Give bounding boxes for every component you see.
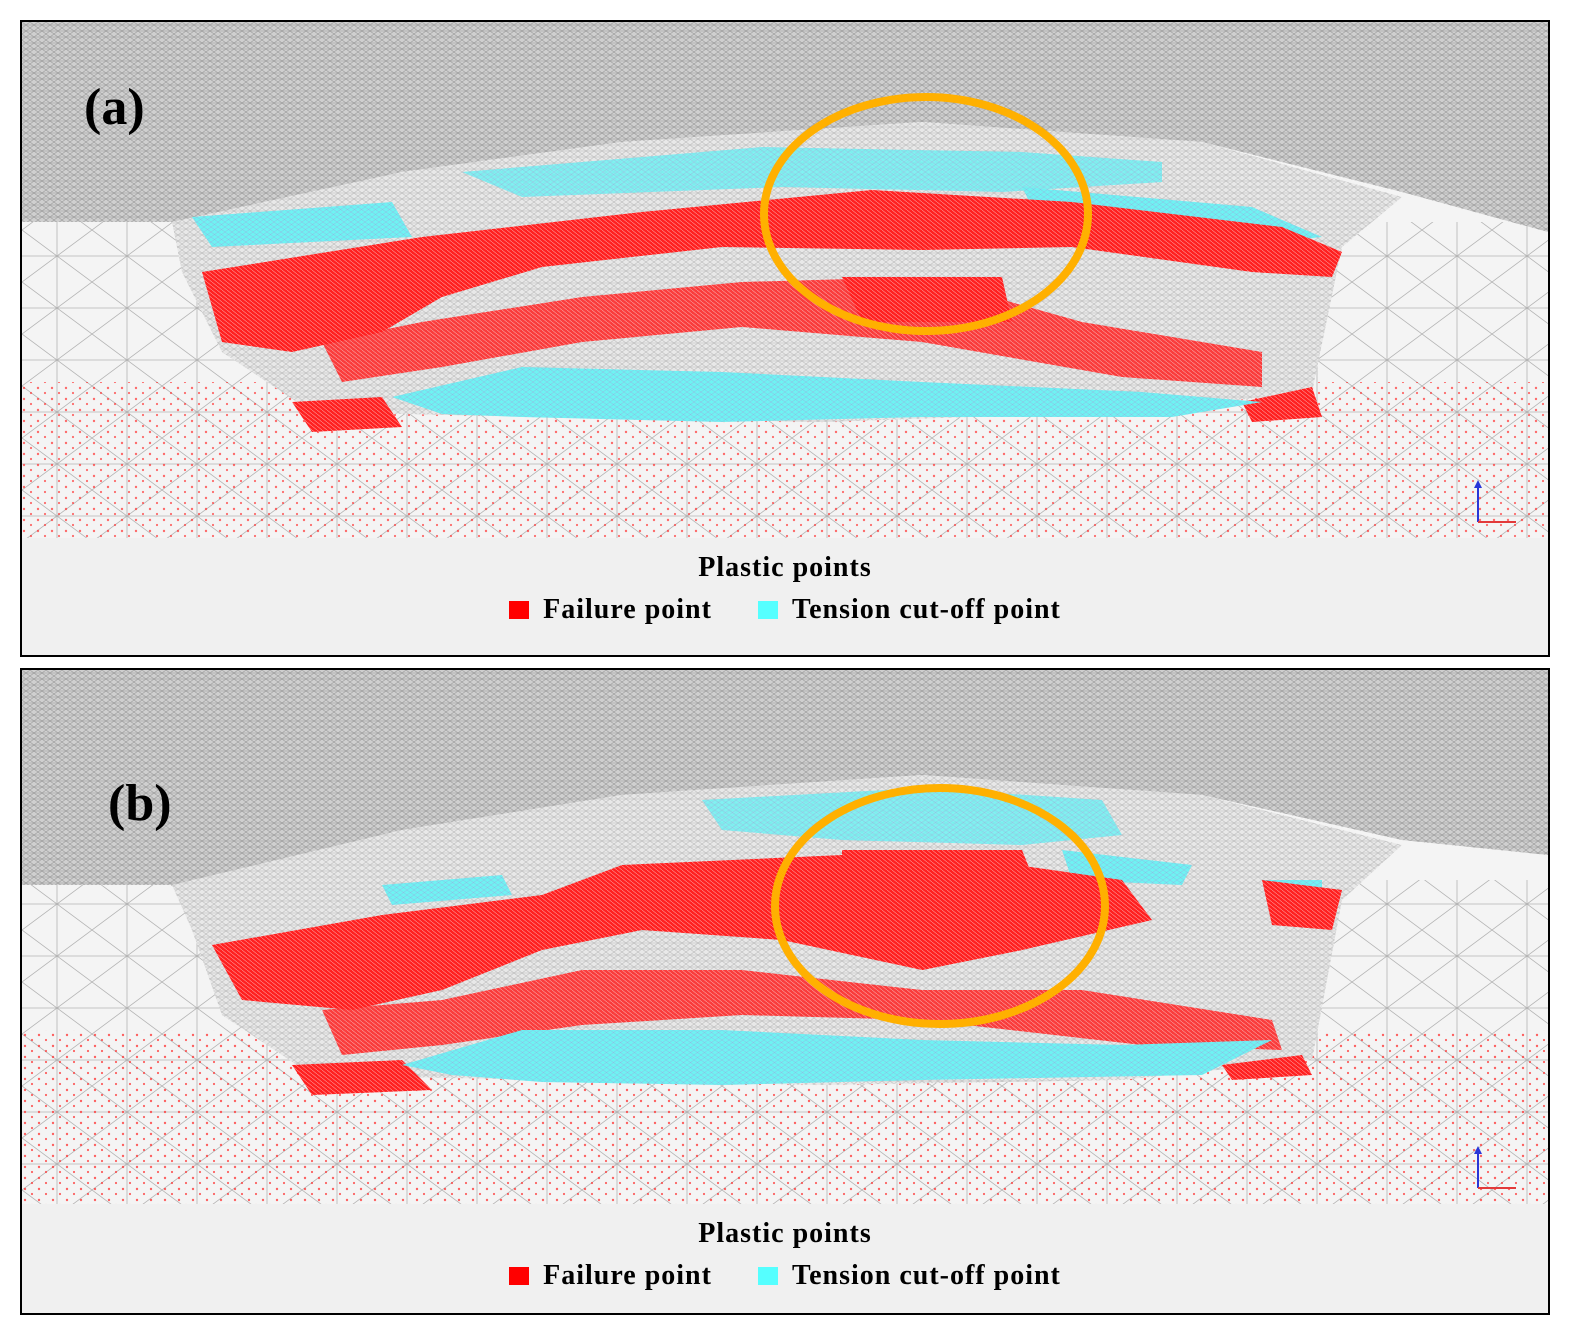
failure-swatch-b: [509, 1267, 530, 1285]
legend-title-b: Plastic points: [698, 1218, 872, 1249]
legend-a: Plastic points Failure point Tension cut…: [22, 538, 1548, 655]
legend-item-tension-a: Tension cut-off point: [757, 594, 1061, 626]
mesh-scene-b: (b): [22, 670, 1548, 1204]
legend-b: Plastic points Failure point Tension cut…: [22, 1204, 1548, 1313]
legend-row-b: Failure point Tension cut-off point: [22, 1260, 1548, 1292]
legend-row-a: Failure point Tension cut-off point: [22, 594, 1548, 626]
tension-swatch-a: [757, 601, 778, 619]
legend-title-a: Plastic points: [698, 552, 872, 583]
panel-b: (b) Plastic points Failure point Tension…: [20, 668, 1550, 1315]
legend-label-tension-b: Tension cut-off point: [791, 1260, 1061, 1291]
highlight-ellipse-a: [760, 93, 1092, 335]
highlight-ellipse-b: [771, 784, 1109, 1028]
legend-item-tension-b: Tension cut-off point: [757, 1260, 1061, 1292]
panel-a: (a) Plastic points Failure point Tension…: [20, 20, 1550, 657]
legend-label-tension-a: Tension cut-off point: [791, 594, 1061, 625]
legend-item-failure-b: Failure point: [509, 1260, 712, 1292]
mesh-scene-a: (a): [22, 22, 1548, 538]
mesh-render-b: [22, 670, 1548, 1204]
axis-triad-b: [1474, 1146, 1516, 1189]
legend-item-failure-a: Failure point: [509, 594, 712, 626]
failure-swatch-a: [509, 601, 530, 619]
legend-label-failure-b: Failure point: [543, 1260, 712, 1291]
mesh-render-a: [22, 22, 1548, 538]
axis-triad-a: [1474, 480, 1516, 523]
tension-swatch-b: [757, 1267, 778, 1285]
panel-label-b: (b): [108, 775, 172, 832]
panel-label-a: (a): [84, 79, 145, 136]
legend-label-failure-a: Failure point: [543, 594, 712, 625]
